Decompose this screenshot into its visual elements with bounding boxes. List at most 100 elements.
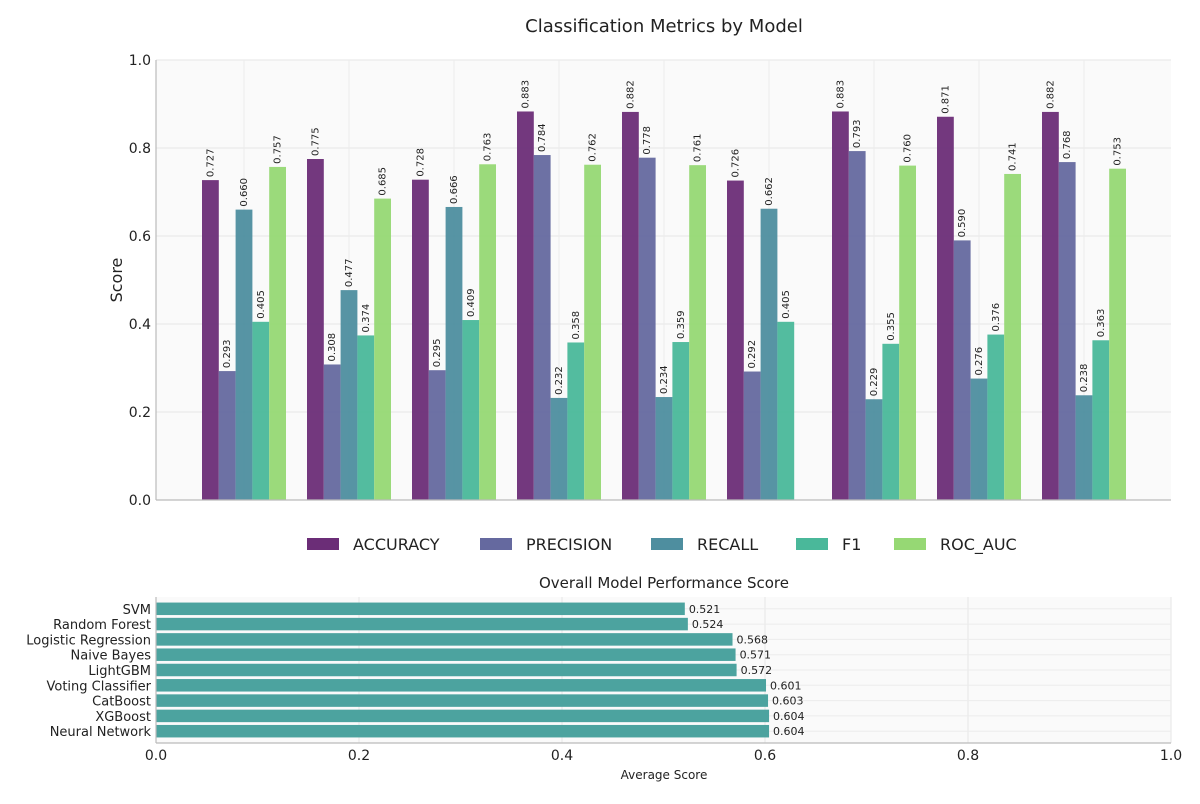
hbar	[156, 648, 736, 661]
model-label: Logistic Regression	[26, 633, 151, 648]
bar-value-label: 0.293	[222, 339, 233, 368]
x-axis-label: Average Score	[621, 768, 708, 782]
x-tick-label: 0.2	[348, 748, 370, 764]
bar-value-label: 0.355	[886, 312, 897, 341]
hbar-value-label: 0.568	[737, 633, 769, 646]
bar-value-label: 0.376	[991, 303, 1002, 332]
bar-precision	[953, 240, 971, 500]
bar-value-label: 0.784	[537, 123, 548, 152]
x-tick-label: 0.6	[754, 748, 776, 764]
bar-recall	[1075, 395, 1093, 500]
legend-label: F1	[842, 535, 861, 554]
legend-swatch	[651, 538, 683, 550]
bar-value-label: 0.793	[852, 119, 863, 148]
hbar-value-label: 0.604	[773, 710, 805, 723]
bar-f1	[567, 342, 585, 500]
bar-value-label: 0.685	[378, 167, 389, 196]
bar-roc-auc	[1109, 168, 1126, 500]
bar-recall	[235, 209, 253, 500]
hbar-value-label: 0.571	[740, 649, 772, 662]
bar-precision	[638, 157, 656, 500]
bar-recall	[970, 378, 988, 500]
bar-value-label: 0.276	[974, 347, 985, 376]
model-label: SVM	[123, 603, 151, 618]
legend-swatch	[480, 538, 512, 550]
bar-value-label: 0.358	[571, 311, 582, 340]
bar-value-label: 0.728	[415, 148, 426, 177]
hbar-value-label: 0.572	[741, 664, 773, 677]
hbar-value-label: 0.603	[772, 695, 804, 708]
bar-value-label: 0.763	[483, 133, 494, 162]
bar-f1	[672, 342, 690, 500]
bar-precision	[533, 155, 551, 501]
bar-value-label: 0.363	[1096, 309, 1107, 338]
bar-value-label: 0.883	[520, 80, 531, 109]
bar-accuracy	[307, 159, 324, 500]
bar-roc-auc	[374, 198, 391, 500]
bar-recall	[760, 208, 778, 500]
y-axis-label: Score	[107, 258, 126, 303]
bar-value-label: 0.882	[1045, 80, 1056, 109]
bar-f1	[882, 343, 900, 500]
bar-accuracy	[832, 111, 849, 500]
bar-value-label: 0.757	[273, 135, 284, 164]
bar-roc-auc	[899, 165, 916, 500]
bar-roc-auc	[584, 164, 601, 500]
bar-accuracy	[1042, 111, 1059, 501]
model-label: Neural Network	[50, 725, 152, 740]
bar-accuracy	[412, 179, 429, 500]
chart-title: Classification Metrics by Model	[525, 16, 803, 37]
bar-accuracy	[937, 116, 954, 500]
bar-roc-auc	[479, 164, 496, 500]
y-tick-label: 0.2	[129, 405, 151, 421]
model-label: CatBoost	[92, 695, 151, 710]
bar-value-label: 0.409	[466, 288, 477, 317]
bar-value-label: 0.405	[781, 290, 792, 319]
model-label: LightGBM	[88, 664, 151, 679]
bar-accuracy	[727, 180, 744, 500]
bar-accuracy	[202, 180, 219, 500]
bar-value-label: 0.292	[747, 340, 758, 369]
legend-swatch	[307, 538, 339, 550]
bar-f1	[987, 334, 1005, 500]
bar-roc-auc	[269, 166, 286, 501]
legend-label: PRECISION	[526, 535, 612, 554]
y-tick-label: 0.8	[129, 141, 151, 157]
bar-value-label: 0.229	[869, 368, 880, 397]
bar-recall	[445, 206, 463, 500]
bar-f1	[1092, 340, 1110, 500]
bar-value-label: 0.778	[642, 126, 653, 155]
hbar	[156, 694, 769, 707]
x-tick-label: 0.0	[145, 748, 167, 764]
bar-value-label: 0.662	[764, 177, 775, 206]
bar-value-label: 0.405	[256, 290, 267, 319]
hbar	[156, 663, 737, 677]
bar-precision	[218, 371, 236, 500]
model-label: Random Forest	[53, 618, 151, 633]
y-tick-label: 0.6	[129, 229, 151, 245]
hbar-value-label: 0.524	[692, 618, 724, 631]
bar-value-label: 0.359	[676, 310, 687, 339]
bar-value-label: 0.727	[205, 148, 216, 177]
bar-value-label: 0.761	[693, 134, 704, 163]
model-label: Naive Bayes	[71, 649, 152, 664]
bar-precision	[428, 370, 446, 500]
y-tick-label: 0.4	[129, 317, 151, 333]
model-label: XGBoost	[95, 710, 151, 725]
bar-value-label: 0.760	[903, 134, 914, 163]
legend-swatch	[796, 538, 828, 550]
bar-accuracy	[622, 111, 639, 501]
bar-value-label: 0.238	[1079, 364, 1090, 393]
bar-roc-auc	[689, 165, 706, 500]
bar-value-label: 0.232	[554, 366, 565, 395]
bar-value-label: 0.883	[835, 80, 846, 109]
y-tick-label: 1.0	[129, 53, 151, 69]
hbar	[156, 679, 767, 692]
hbar-value-label: 0.601	[770, 679, 802, 692]
bar-value-label: 0.477	[344, 258, 355, 287]
bar-accuracy	[517, 111, 534, 500]
bar-precision	[743, 371, 761, 500]
bar-value-label: 0.374	[361, 304, 372, 333]
